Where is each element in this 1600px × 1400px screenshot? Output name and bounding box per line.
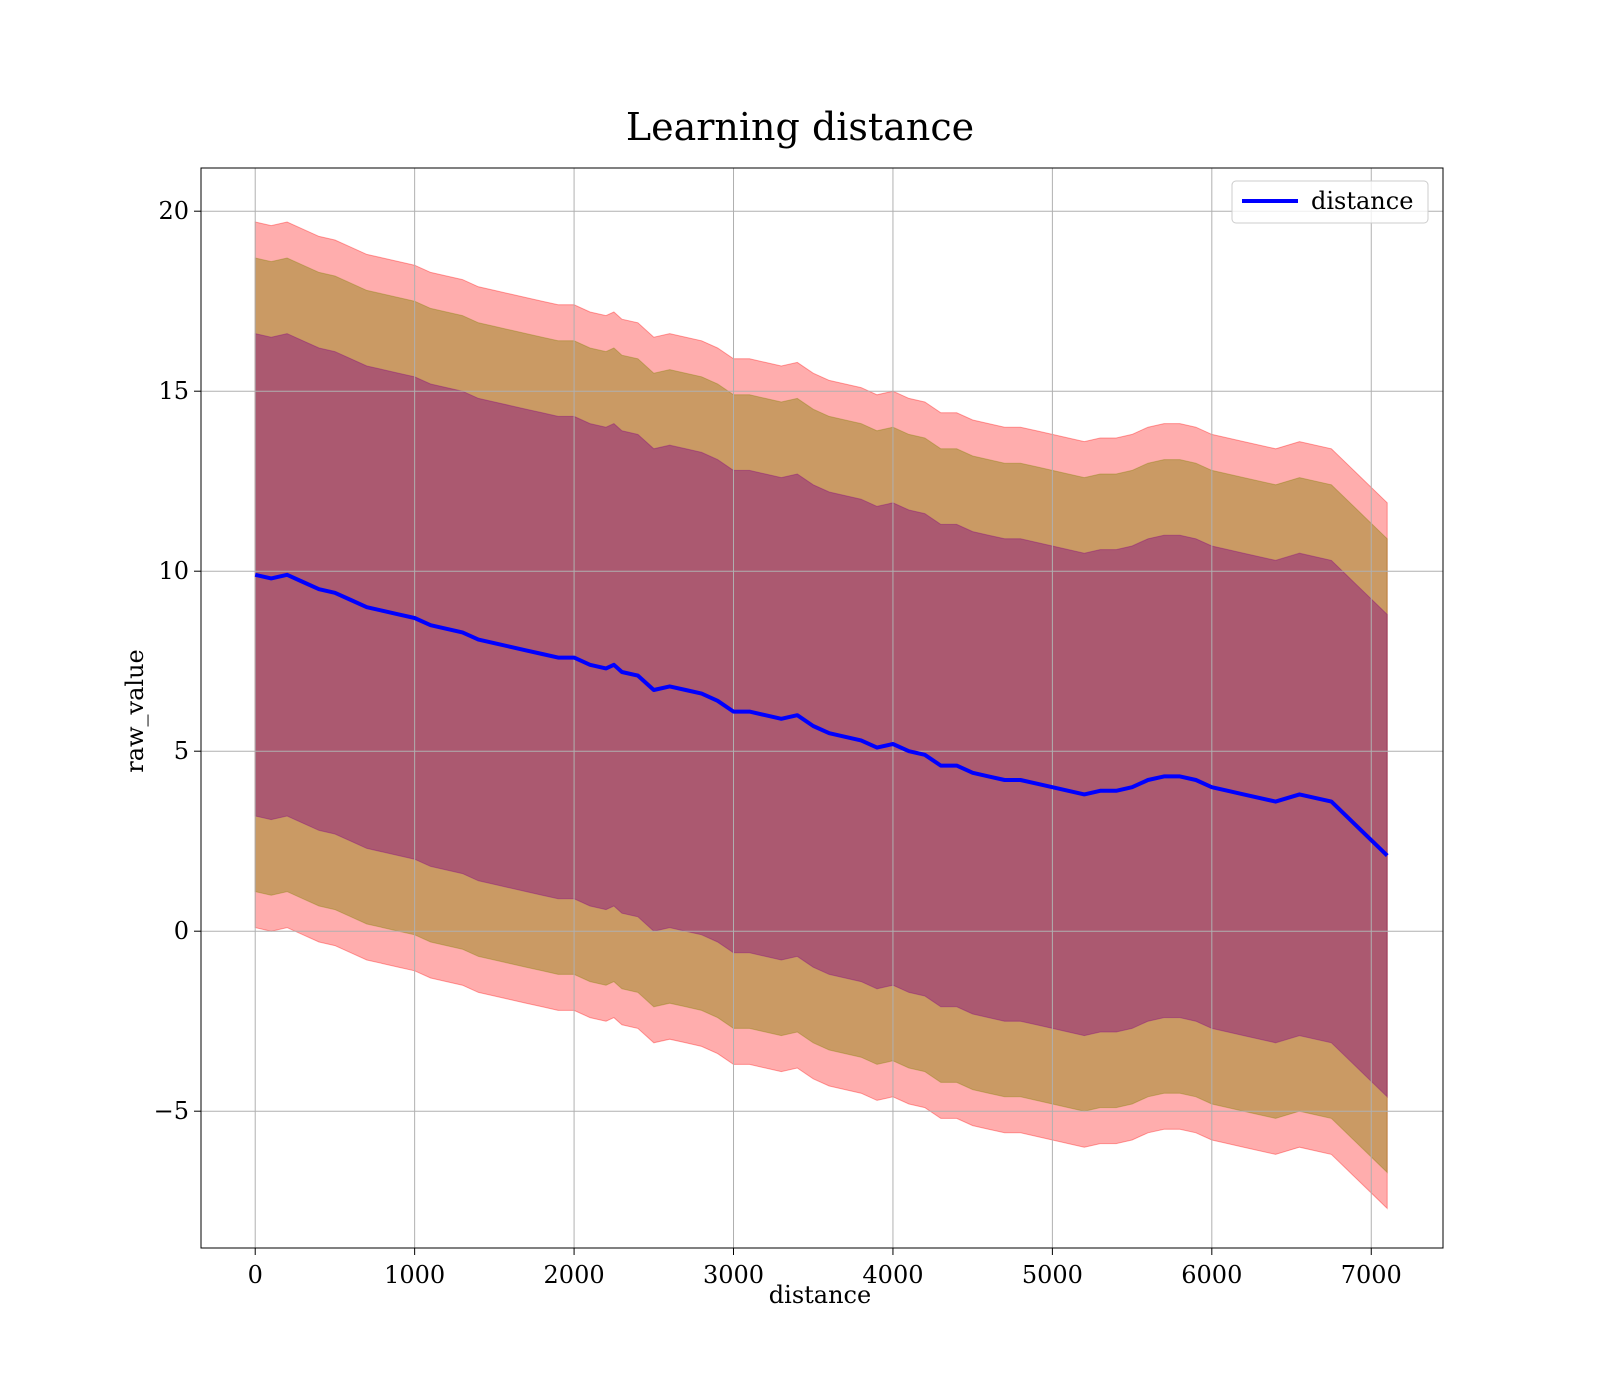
legend-box	[1231, 180, 1429, 224]
y-tick-label: 5	[174, 737, 189, 765]
x-tick-label: 1000	[384, 1261, 445, 1289]
y-tick-label: −5	[154, 1097, 189, 1125]
x-tick-label: 2000	[544, 1261, 605, 1289]
y-tick-label: 15	[158, 377, 189, 405]
x-axis-ticks: 0 1000 2000 3000 4000 5000 6000 7000	[248, 1248, 1402, 1289]
series-lines	[254, 572, 1389, 858]
grid-lines	[201, 168, 1443, 1248]
legend: distance	[1231, 180, 1429, 224]
y-tick-label: 10	[158, 557, 189, 585]
chart-title: Learning distance	[626, 105, 974, 149]
y-axis-ticks: −5 0 5 10 15 20	[154, 197, 201, 1125]
band-outer	[254, 221, 1388, 1210]
x-tick-label: 6000	[1181, 1261, 1242, 1289]
x-tick-label: 0	[248, 1261, 263, 1289]
confidence-bands	[254, 221, 1388, 1210]
x-tick-label: 4000	[862, 1261, 923, 1289]
x-tick-label: 3000	[703, 1261, 764, 1289]
x-tick-label: 5000	[1022, 1261, 1083, 1289]
band-middle	[254, 257, 1388, 1174]
x-tick-label: 7000	[1341, 1261, 1402, 1289]
legend-label-distance: distance	[1311, 187, 1413, 215]
y-axis-label: raw_value	[121, 649, 149, 773]
band-inner	[254, 332, 1388, 1098]
y-tick-label: 20	[158, 197, 189, 225]
y-tick-label: 0	[174, 917, 189, 945]
x-axis-label: distance	[769, 1281, 871, 1309]
plot-frame	[200, 167, 1444, 1249]
series-line-distance	[254, 572, 1389, 858]
